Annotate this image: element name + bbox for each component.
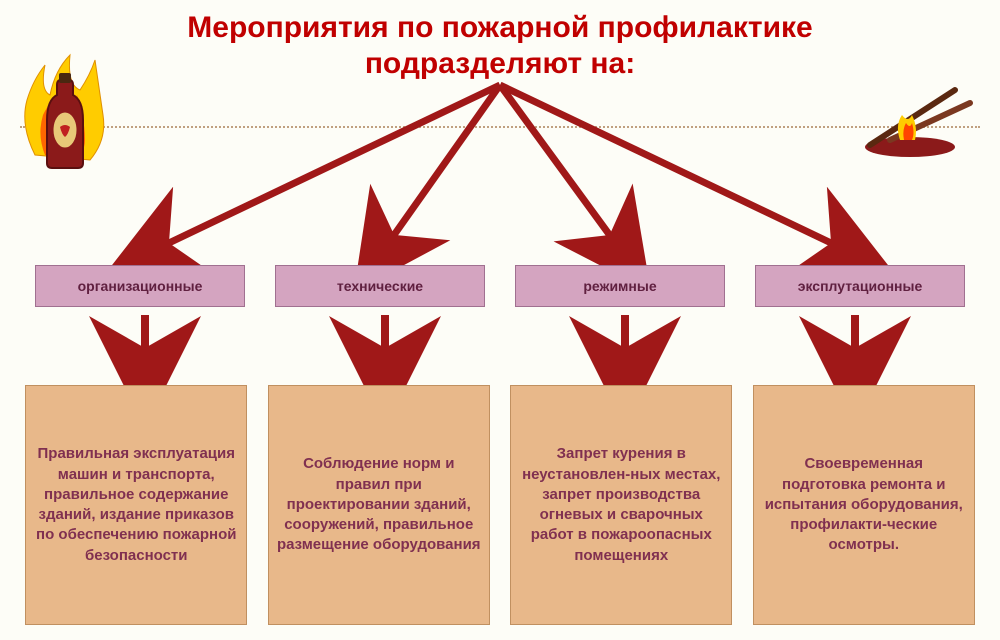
down-arrows xyxy=(0,310,1000,390)
branching-arrows xyxy=(0,80,1000,270)
horizontal-divider xyxy=(20,126,980,128)
category-row: организационные технические режимные экс… xyxy=(0,265,1000,307)
category-box: технические xyxy=(275,265,485,307)
description-box: Своевременная подготовка ремонта и испыт… xyxy=(753,385,975,625)
category-box: режимные xyxy=(515,265,725,307)
campfire-icon xyxy=(860,85,990,160)
flame-bottle-icon xyxy=(15,45,115,175)
main-title: Мероприятия по пожарной профилактике под… xyxy=(0,0,1000,82)
description-box: Запрет курения в неустановлен-ных местах… xyxy=(510,385,732,625)
category-box: организационные xyxy=(35,265,245,307)
description-box: Соблюдение норм и правил при проектирова… xyxy=(268,385,490,625)
description-box: Правильная эксплуатация машин и транспор… xyxy=(25,385,247,625)
description-row: Правильная эксплуатация машин и транспор… xyxy=(0,385,1000,625)
category-box: эксплутационные xyxy=(755,265,965,307)
